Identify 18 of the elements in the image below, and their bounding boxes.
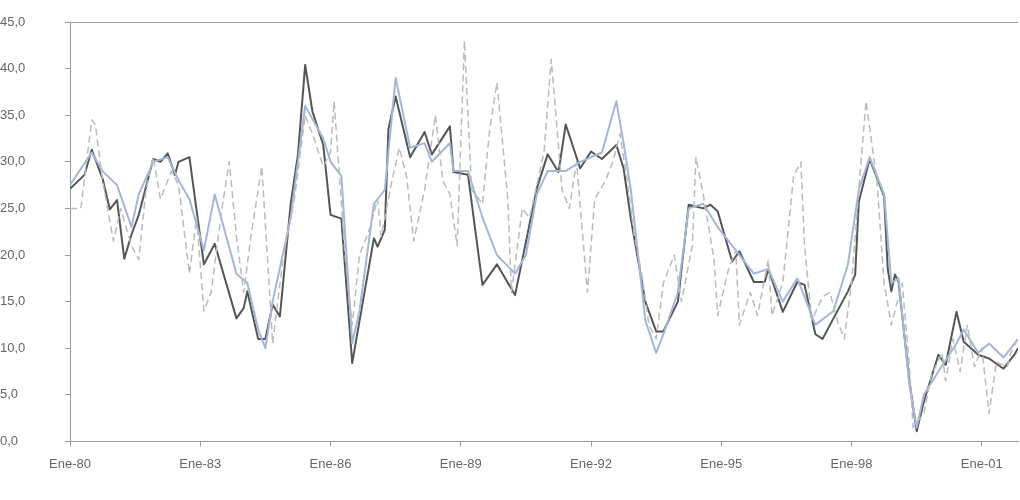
- x-tick-label: Ene-80: [49, 455, 91, 471]
- y-tick-label: 10,0: [0, 339, 26, 355]
- y-tick-label: 35,0: [0, 106, 26, 122]
- y-tick-label: 0,0: [0, 432, 19, 448]
- y-tick-label: 20,0: [0, 246, 26, 262]
- y-tick-label: 45,0: [0, 13, 26, 29]
- x-tick-label: Ene-98: [830, 455, 873, 471]
- y-tick-label: 25,0: [0, 199, 26, 215]
- y-tick-label: 15,0: [0, 293, 26, 309]
- x-tick-label: Ene-92: [570, 455, 612, 471]
- x-tick-label: Ene-86: [309, 455, 352, 471]
- x-tick-label: Ene-83: [179, 455, 222, 471]
- x-tick-label: Ene-89: [439, 455, 482, 471]
- x-tick-label: Ene-01: [960, 455, 1003, 471]
- x-tick-label: Ene-95: [700, 455, 743, 471]
- y-tick-label: 40,0: [0, 60, 26, 76]
- y-tick-label: 5,0: [0, 386, 19, 402]
- y-tick-label: 30,0: [0, 153, 26, 169]
